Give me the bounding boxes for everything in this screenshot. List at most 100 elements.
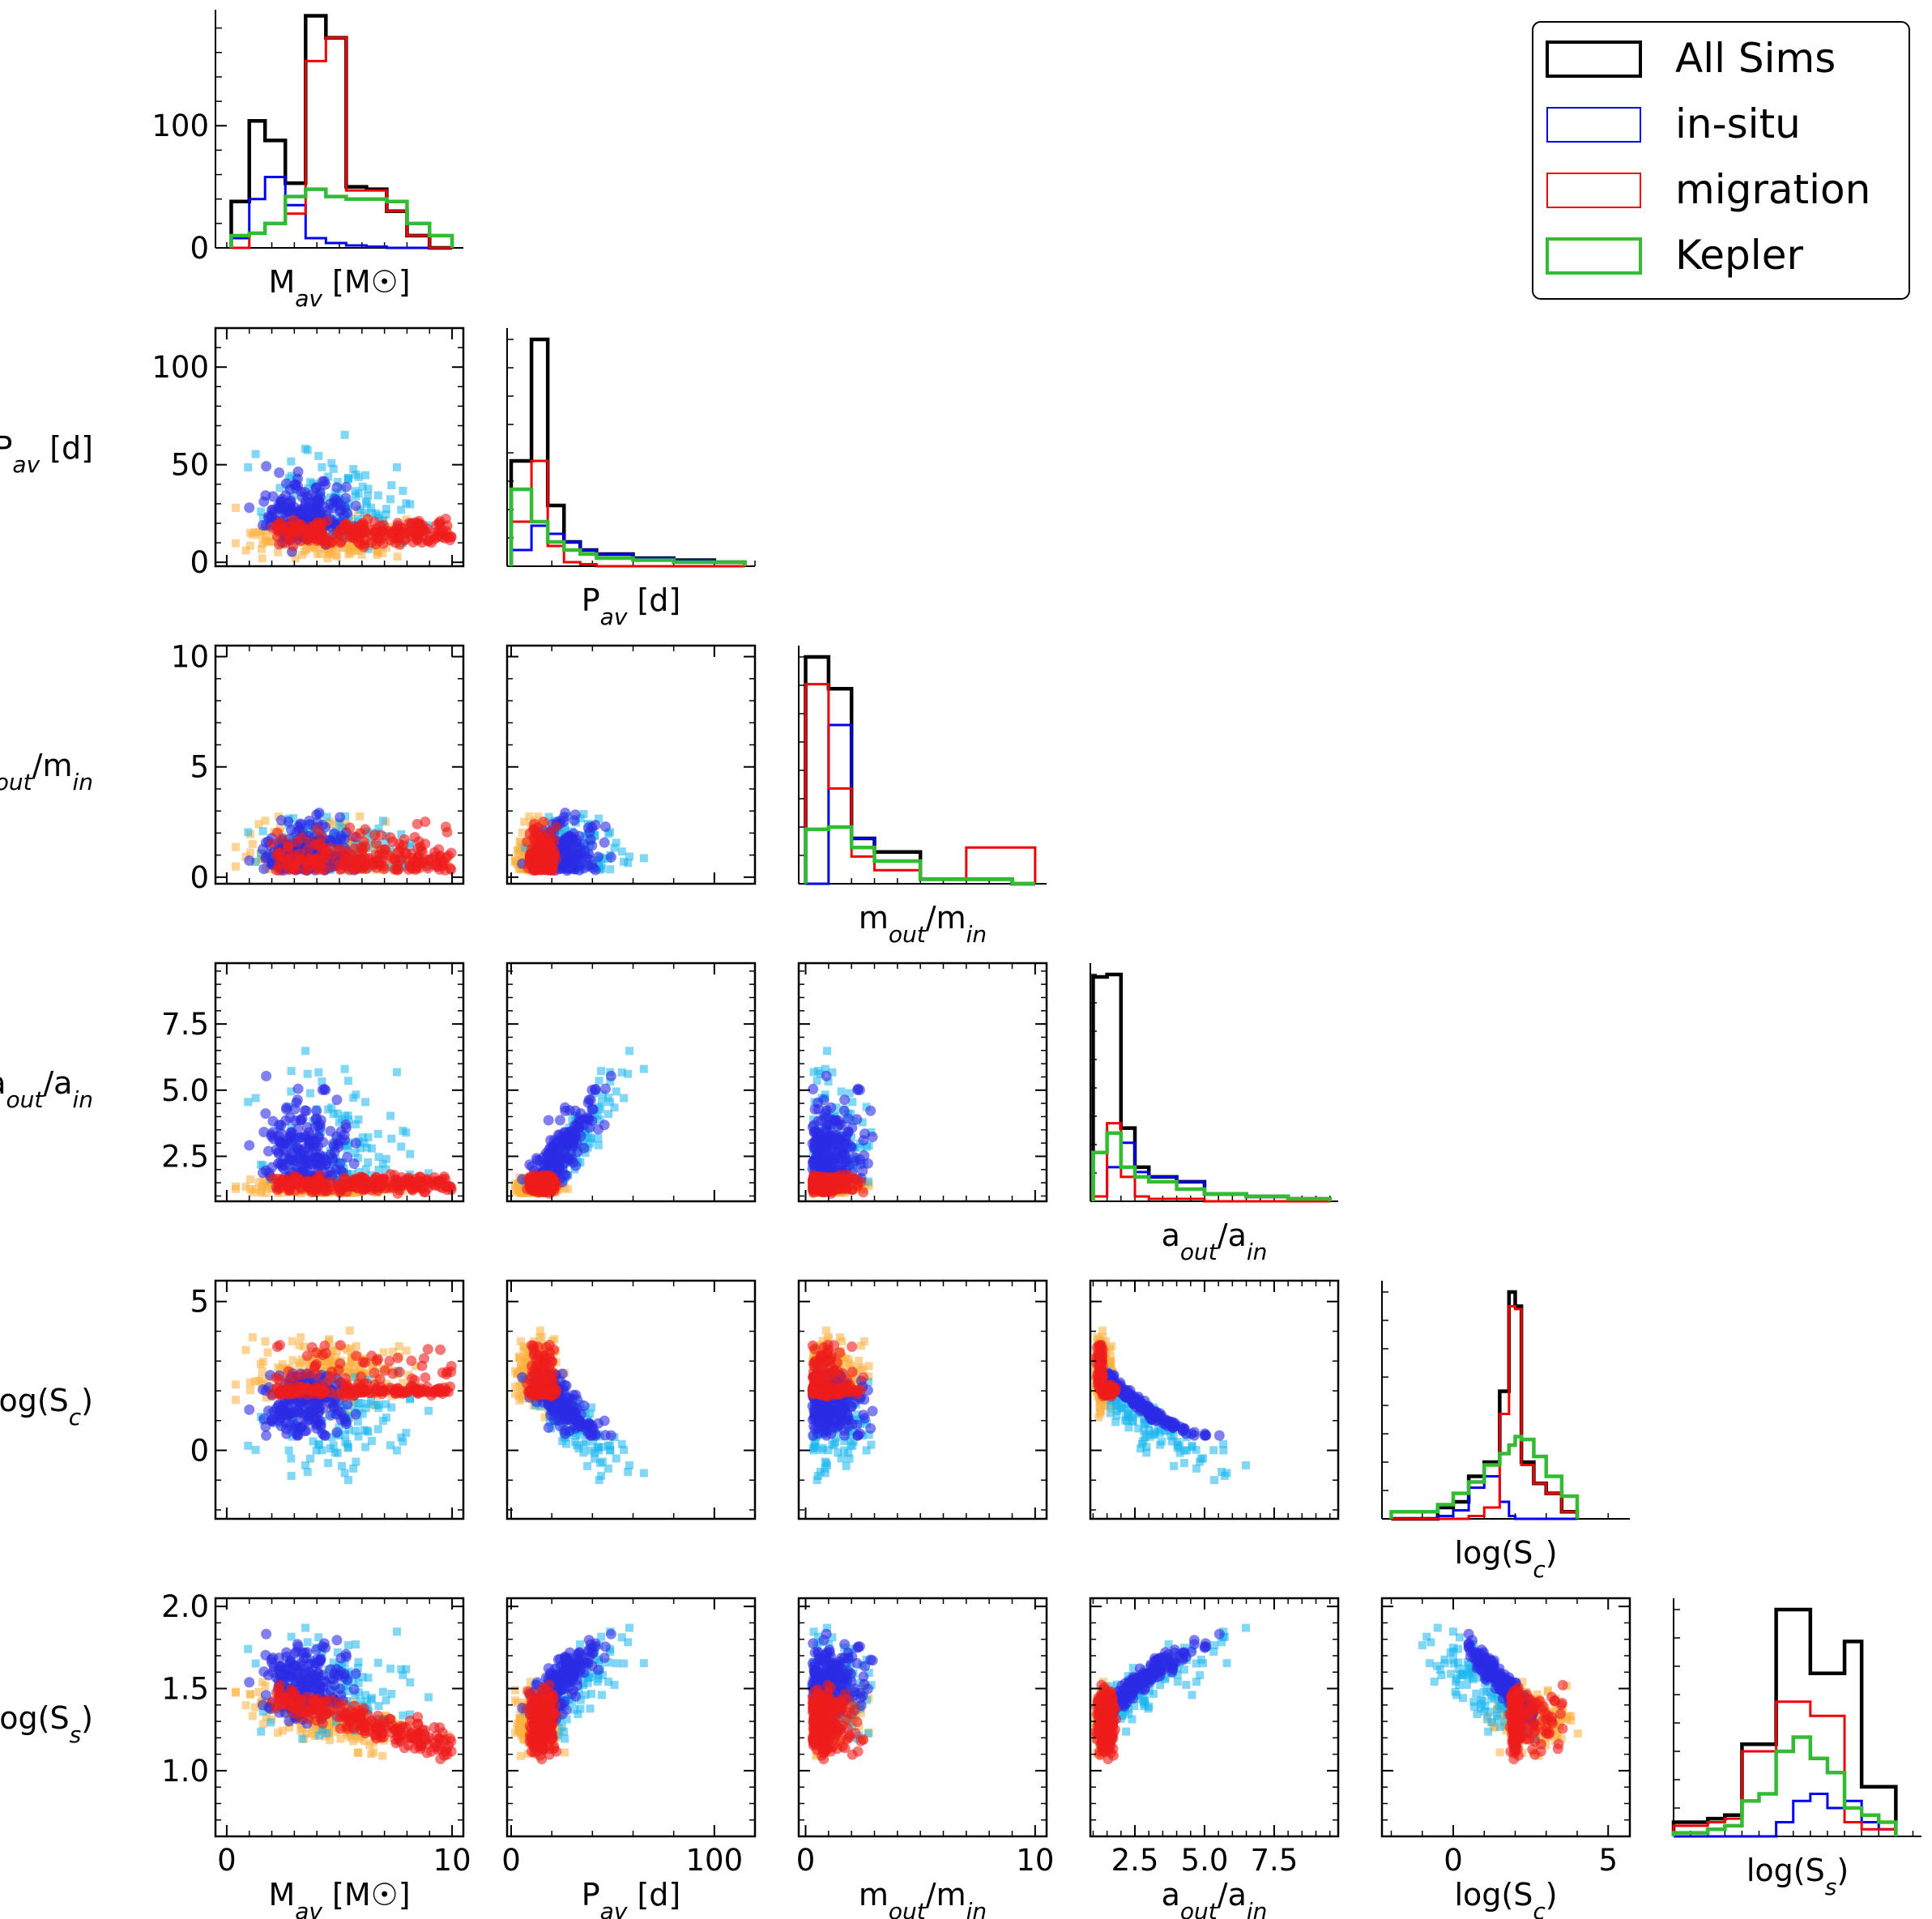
panel-r3-c2-point [846, 1142, 857, 1154]
panel-r2-c0-point [377, 855, 388, 866]
panel-r2-c0-point [346, 848, 357, 859]
panel-r1-c0-point [292, 466, 304, 477]
panel-r2-c0-point [301, 857, 313, 868]
panel-r2-c0-point [429, 851, 441, 863]
panel-r3-c2-point [825, 1102, 837, 1113]
panel-r2-c0-point [399, 847, 411, 859]
panel-r3-c1-point [554, 1115, 565, 1126]
panel-r2-c1-point [625, 852, 633, 861]
panel-r2-c0-point [271, 827, 283, 838]
panel-r3-c2-point [812, 1077, 821, 1085]
panel-r3-c0-point [412, 1179, 424, 1190]
panel-r2-c1-point [639, 854, 648, 863]
panel-r3-c1-point [617, 1068, 626, 1077]
panel-r3-c2-point [809, 1104, 821, 1115]
panel-r2-c0-point [232, 862, 241, 871]
panel-r3-c0-point [382, 1165, 390, 1174]
panel-r2-c2-xlabel: mout/min [859, 900, 987, 948]
panel-r2-c0-point [290, 859, 301, 870]
panel-r1-c0-point [357, 550, 366, 559]
panel-r3-c0-point [314, 1149, 326, 1160]
panel-r2-c0-ytick-label: 10 [171, 640, 209, 675]
panel-r2-c1-point [551, 821, 562, 833]
panel-r2-c1-point [525, 812, 534, 821]
panel-r3-c0-point [306, 1089, 315, 1098]
panel-r3-c0-point [295, 1115, 306, 1126]
panel-r3-c0-point [310, 1114, 322, 1125]
panel-r3-c0-point [325, 1149, 336, 1160]
panel-r1-c0-point [288, 514, 299, 526]
panel-r3-c0-point [267, 1173, 278, 1184]
panel-r1-c0-point [301, 529, 313, 540]
panel-r1-c0-point [378, 548, 387, 557]
panel-r1-c0-point [443, 531, 454, 543]
panel-r1-c0-point [244, 502, 255, 514]
panel-r2-c0-point [399, 834, 410, 845]
panel-r3-c2-point [864, 1141, 873, 1150]
panel-r3-c0-point [299, 1105, 310, 1116]
panel-r3-c2-point [849, 1152, 860, 1163]
panel-r3-c0-point [267, 1115, 279, 1127]
panel-r3-c0-point [354, 1115, 363, 1124]
panel-r2-c0-point [412, 818, 423, 829]
panel-r3-c0-point [351, 1149, 360, 1158]
panel-r1-c0-point [352, 470, 360, 479]
panel-r3-c0-point [443, 1180, 454, 1192]
panel-r2-c1-point [573, 851, 584, 862]
panel-r3-c0-point [289, 1103, 301, 1115]
panel-r3-c2-point [864, 1182, 873, 1191]
panel-r3-c0-point [275, 1119, 287, 1131]
panel-r3-c0-point [386, 1111, 395, 1120]
panel-r3-c2-point [847, 1184, 858, 1196]
panel-r2-c1-point [526, 853, 537, 864]
panel-r3-c0-point [263, 1183, 272, 1192]
panel-r3-c0-point [341, 1111, 350, 1120]
panel-r1-c0-point [333, 477, 342, 486]
panel-r2-c1-point [561, 823, 569, 832]
panel-r2-c1-point [546, 843, 557, 855]
panel-r2-c2-hist-kepler [804, 825, 1035, 886]
panel-r2-c0-ytick-label: 0 [190, 860, 209, 895]
panel-r1-c0-point [274, 467, 285, 479]
panel-r0-c0-hist-kepler [229, 187, 454, 248]
panel-r3-c0-point [293, 1132, 305, 1144]
panel-r3-c1-point [597, 1098, 606, 1107]
panel-r3-c1-point [582, 1114, 594, 1125]
panel-r1-c0-point [429, 531, 440, 542]
panel-r1-c0-point [386, 495, 395, 504]
panel-r3-c0-point [314, 1068, 323, 1077]
panel-r3-c2-point [845, 1089, 854, 1098]
panel-r1-c0-point [322, 515, 333, 527]
panel-r2-c1-point [581, 852, 592, 864]
panel-r1-c0-point [281, 522, 292, 533]
panel-r3-c1-point [563, 1184, 572, 1193]
panel-r3-c2-point [828, 1147, 839, 1158]
panel-r2-c2-hist-all-sims [804, 655, 1035, 886]
panel-r3-c2-point [819, 1174, 830, 1185]
panel-r3-c2-point [813, 1183, 825, 1194]
panel-r3-c1-point [586, 1139, 595, 1148]
panel-r1-c0-point [335, 523, 347, 535]
panel-r3-c0-point [303, 1141, 314, 1153]
panel-r3-c0-point [341, 1141, 350, 1150]
panel-r3-c0-point [424, 1169, 433, 1178]
panel-r3-c0-point [244, 1140, 255, 1151]
panel-r2-c1-point [538, 816, 549, 827]
panel-r2-c0-point [232, 842, 241, 851]
panel-r3-c2-point [824, 1077, 833, 1086]
panel-r2-c1-point [579, 810, 588, 819]
panel-r2-c1-point [518, 828, 527, 837]
panel-r3-c2-point [813, 1067, 822, 1076]
panel-r1-c0-point [244, 463, 253, 471]
panel-r3-c0-point [378, 1159, 387, 1168]
panel-r1-c0-point [320, 479, 331, 490]
panel-r3-c2-point [808, 1084, 819, 1095]
panel-r3-c0-point [292, 1142, 304, 1154]
panel-r3-c0-point [377, 1175, 388, 1186]
panel-r2-c0-point [283, 816, 294, 827]
panel-r3-c0-point [358, 1133, 367, 1142]
panel-r1-c0-point [367, 503, 376, 512]
panel-r1-c0-point [356, 520, 367, 531]
